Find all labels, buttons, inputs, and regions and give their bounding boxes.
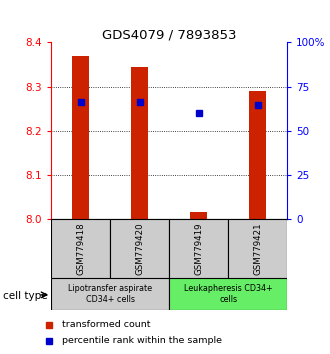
Bar <box>190 211 207 219</box>
Title: GDS4079 / 7893853: GDS4079 / 7893853 <box>102 28 236 41</box>
Text: GSM779421: GSM779421 <box>253 222 262 275</box>
Text: cell type: cell type <box>3 291 48 301</box>
Text: GSM779420: GSM779420 <box>135 222 144 275</box>
Text: GSM779418: GSM779418 <box>76 222 85 275</box>
Bar <box>51 219 110 278</box>
Bar <box>249 91 266 219</box>
Text: Lipotransfer aspirate
CD34+ cells: Lipotransfer aspirate CD34+ cells <box>68 284 152 303</box>
Bar <box>110 219 169 278</box>
Bar <box>131 67 148 219</box>
Bar <box>228 219 287 278</box>
Bar <box>51 278 169 310</box>
Bar <box>169 219 228 278</box>
Text: GSM779419: GSM779419 <box>194 222 203 275</box>
Bar <box>169 278 287 310</box>
Bar <box>72 56 89 219</box>
Text: transformed count: transformed count <box>61 320 150 330</box>
Text: Leukapheresis CD34+
cells: Leukapheresis CD34+ cells <box>184 284 273 303</box>
Text: percentile rank within the sample: percentile rank within the sample <box>61 336 221 345</box>
